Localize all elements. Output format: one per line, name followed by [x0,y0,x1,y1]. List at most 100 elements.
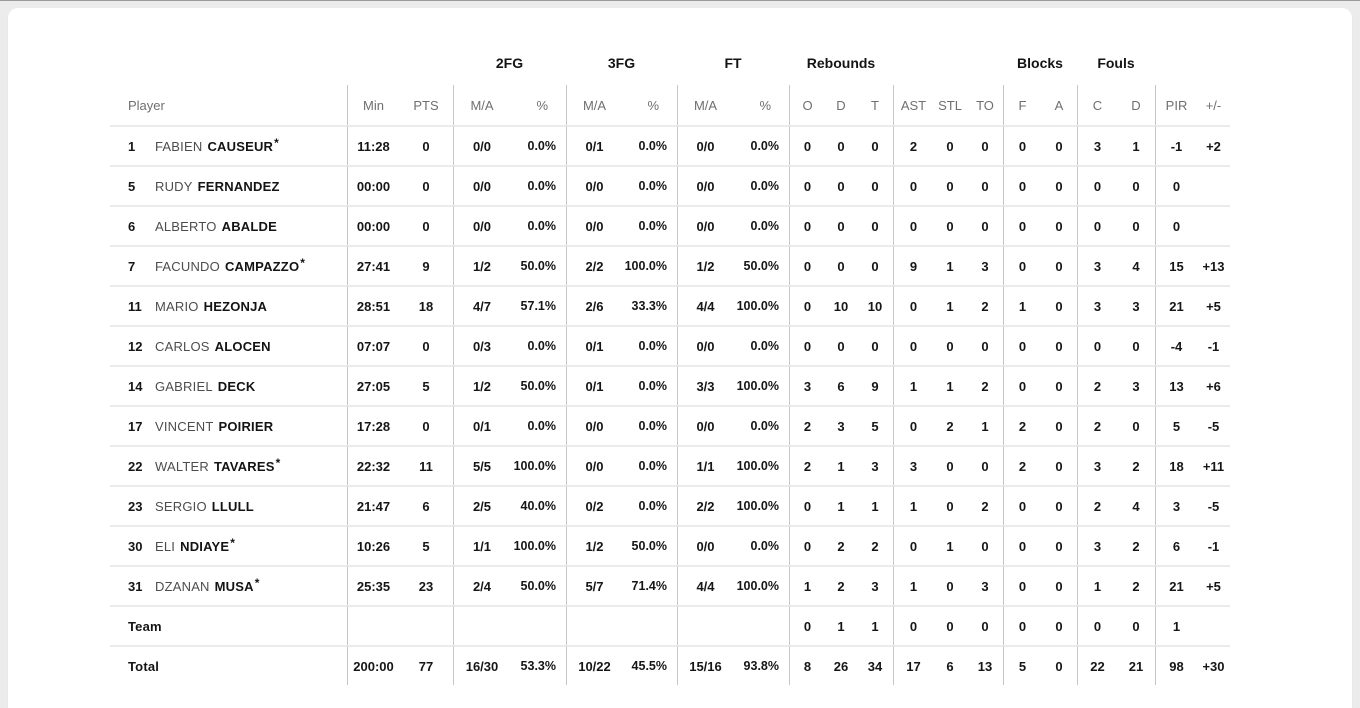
player-name[interactable]: RUDY FERNANDEZ [155,179,281,194]
blocks-for-cell: 2 [1003,406,1041,445]
3fg-made-attempted-cell: 0/1 [566,326,622,365]
player-cell: 1 FABIEN CAUSEUR * [110,126,347,165]
plus-minus-cell: +30 [1197,646,1230,685]
total-rebounds-cell: 0 [857,166,893,205]
2fg-percentage-cell: 40.0% [510,486,566,525]
turnovers-cell: 2 [967,366,1003,405]
player-name[interactable]: SERGIO LLULL [155,499,255,514]
group-header-3fg: 3FG [607,54,636,71]
defensive-rebounds-cell: 2 [825,526,857,565]
player-name[interactable]: VINCENT POIRIER [155,419,274,434]
assists-cell: 0 [893,206,933,245]
turnovers-cell: 0 [967,526,1003,565]
ft-percentage-cell: 50.0% [733,246,789,285]
player-row[interactable]: 6 ALBERTO ABALDE 00:00 0 0/0 0.0% 0/0 0.… [110,205,1230,245]
points-cell: 6 [399,486,453,525]
offensive-rebounds-cell: 0 [789,246,825,285]
player-row[interactable]: 11 MARIO HEZONJA 28:51 18 4/7 57.1% 2/6 … [110,285,1230,325]
player-name[interactable]: WALTER TAVARES * [155,455,281,474]
turnovers-cell: 0 [967,166,1003,205]
minutes-cell: 27:05 [347,366,399,405]
points-cell: 9 [399,246,453,285]
offensive-rebounds-cell: 0 [789,126,825,165]
turnovers-cell: 13 [967,646,1003,685]
3fg-made-attempted-cell: 0/0 [566,446,622,485]
player-last-name: MUSA [214,578,254,594]
player-row[interactable]: 30 ELI NDIAYE * 10:26 5 1/1 100.0% 1/2 5… [110,525,1230,565]
offensive-rebounds-cell: 2 [789,446,825,485]
defensive-rebounds-cell: 0 [825,166,857,205]
pir-cell: 5 [1155,406,1197,445]
player-row[interactable]: 17 VINCENT POIRIER 17:28 0 0/1 0.0% 0/0 … [110,405,1230,445]
minutes-cell: 200:00 [347,646,399,685]
player-name[interactable]: GABRIEL DECK [155,379,256,394]
3fg-percentage-cell: 45.5% [622,646,677,685]
plus-minus-cell: +5 [1197,286,1230,325]
player-name[interactable]: DZANAN MUSA * [155,575,260,594]
player-row[interactable]: 22 WALTER TAVARES * 22:32 11 5/5 100.0% … [110,445,1230,485]
fouls-drawn-cell: 2 [1117,446,1155,485]
steals-cell: 0 [933,206,967,245]
player-name[interactable]: ALBERTO ABALDE [155,219,278,234]
steals-cell: 0 [933,326,967,365]
player-cell: 23 SERGIO LLULL [110,486,347,525]
2fg-made-attempted-cell: 0/1 [453,406,510,445]
player-first-name: RUDY [155,178,193,194]
jersey-number: 22 [128,458,143,474]
player-name[interactable]: FABIEN CAUSEUR * [155,135,279,154]
player-name[interactable]: MARIO HEZONJA [155,299,268,314]
player-cell: Total [110,646,347,685]
turnovers-cell: 0 [967,206,1003,245]
blocks-for-cell: 0 [1003,526,1041,565]
fouls-committed-cell: 0 [1077,606,1117,645]
player-row[interactable]: 7 FACUNDO CAMPAZZO * 27:41 9 1/2 50.0% 2… [110,245,1230,285]
fouls-committed-cell: 1 [1077,566,1117,605]
assists-cell: 0 [893,606,933,645]
fouls-committed-cell: 0 [1077,166,1117,205]
assists-cell: 2 [893,126,933,165]
assists-cell: 0 [893,166,933,205]
player-row[interactable]: 23 SERGIO LLULL 21:47 6 2/5 40.0% 0/2 0.… [110,485,1230,525]
player-row[interactable]: 5 RUDY FERNANDEZ 00:00 0 0/0 0.0% 0/0 0.… [110,165,1230,205]
2fg-made-attempted-cell: 4/7 [453,286,510,325]
3fg-percentage-cell [622,606,677,645]
defensive-rebounds-cell: 0 [825,126,857,165]
player-first-name: MARIO [155,298,199,314]
player-name[interactable]: ELI NDIAYE * [155,535,235,554]
column-header-ft-pct: % [759,97,771,113]
3fg-percentage-cell: 0.0% [622,446,677,485]
player-row[interactable]: 1 FABIEN CAUSEUR * 11:28 0 0/0 0.0% 0/1 … [110,125,1230,165]
turnovers-cell: 0 [967,126,1003,165]
plus-minus-cell: -1 [1197,526,1230,565]
total-rebounds-cell: 0 [857,206,893,245]
assists-cell: 9 [893,246,933,285]
3fg-made-attempted-cell: 2/6 [566,286,622,325]
player-name[interactable]: CARLOS ALOCEN [155,339,272,354]
plus-minus-cell: +2 [1197,126,1230,165]
player-first-name: VINCENT [155,418,214,434]
pir-cell: 98 [1155,646,1197,685]
points-cell: 5 [399,366,453,405]
column-header-reb-o: O [789,85,825,125]
jersey-number: 30 [128,538,143,554]
player-name[interactable]: FACUNDO CAMPAZZO * [155,255,305,274]
jersey-number: 5 [128,178,136,194]
player-last-name: FERNANDEZ [197,178,280,194]
total-rebounds-cell: 3 [857,446,893,485]
jersey-number: 11 [128,298,142,314]
player-row[interactable]: 31 DZANAN MUSA * 25:35 23 2/4 50.0% 5/7 … [110,565,1230,605]
total-rebounds-cell: 0 [857,246,893,285]
blocks-against-cell: 0 [1041,526,1077,565]
player-last-name: HEZONJA [203,298,268,314]
offensive-rebounds-cell: 0 [789,526,825,565]
player-row[interactable]: 12 CARLOS ALOCEN 07:07 0 0/3 0.0% 0/1 0.… [110,325,1230,365]
player-cell: 5 RUDY FERNANDEZ [110,166,347,205]
fouls-drawn-cell: 0 [1117,406,1155,445]
3fg-made-attempted-cell: 5/7 [566,566,622,605]
steals-cell: 1 [933,286,967,325]
column-header-blk-a: A [1054,97,1064,113]
3fg-percentage-cell: 0.0% [622,366,677,405]
points-cell: 0 [399,406,453,445]
2fg-made-attempted-cell: 0/0 [453,206,510,245]
player-row[interactable]: 14 GABRIEL DECK 27:05 5 1/2 50.0% 0/1 0.… [110,365,1230,405]
